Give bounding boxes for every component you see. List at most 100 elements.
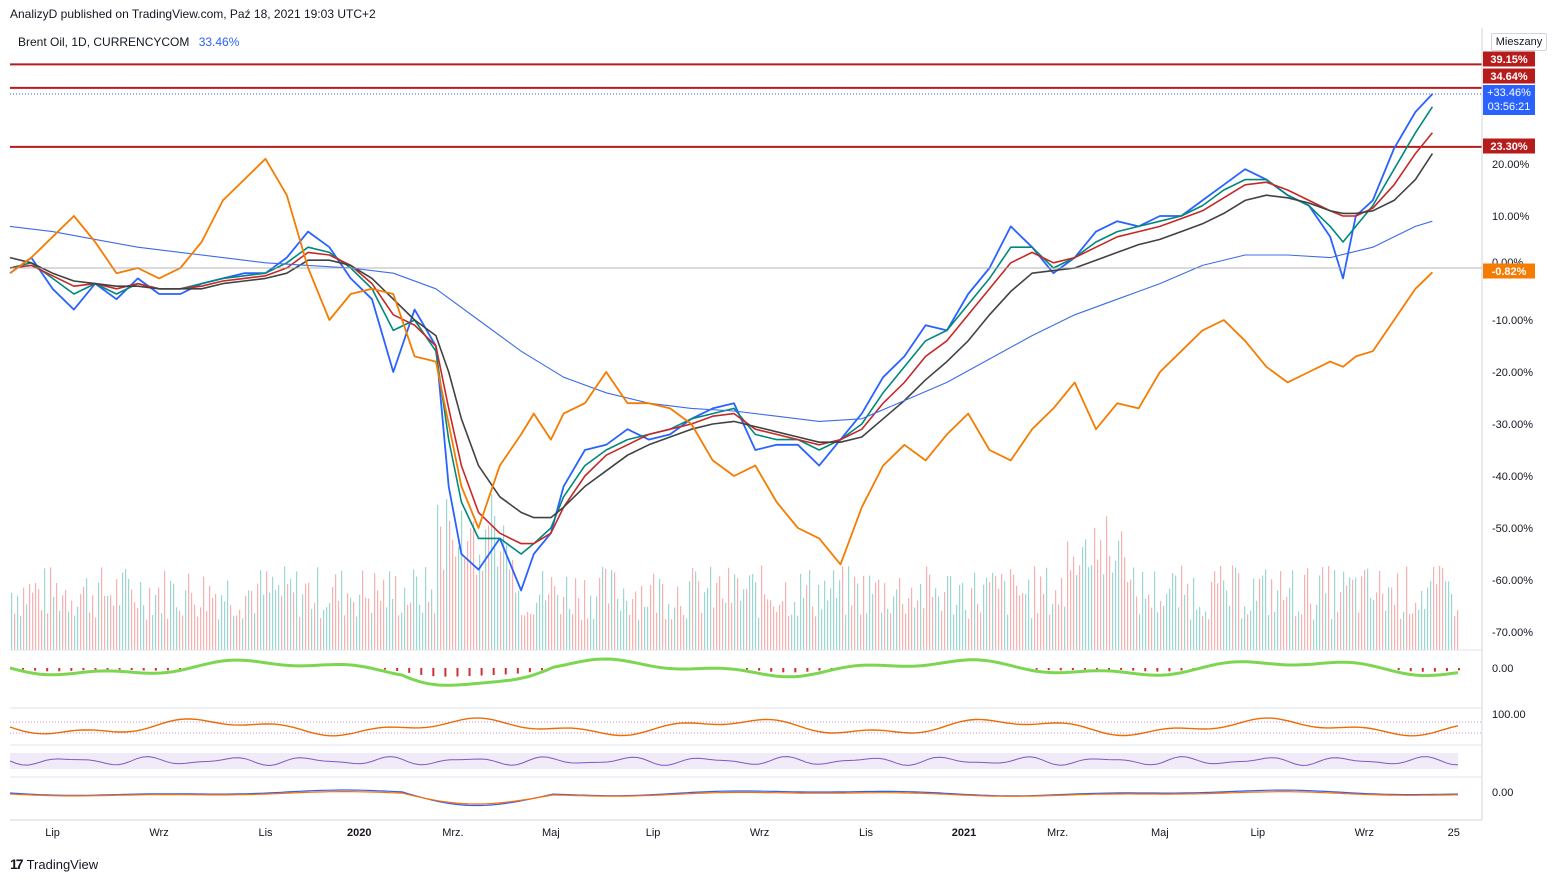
volume-bar — [1169, 588, 1171, 650]
volume-bar — [560, 614, 562, 650]
volume-bar — [1289, 587, 1291, 650]
volume-bar — [50, 567, 52, 650]
volume-bar — [809, 569, 811, 650]
volume-bar — [1007, 614, 1009, 650]
osc-histogram-bar — [1168, 668, 1171, 672]
volume-bar — [62, 595, 64, 650]
osc-histogram-bar — [818, 668, 821, 671]
volume-bar — [44, 568, 46, 650]
volume-bar — [491, 493, 493, 650]
volume-bar — [1166, 593, 1168, 650]
level-tag-bg — [1483, 68, 1535, 84]
volume-bar — [368, 598, 370, 650]
volume-bar — [971, 588, 973, 650]
volume-bar — [68, 611, 70, 650]
volume-bar — [281, 595, 283, 650]
volume-bar — [572, 614, 574, 650]
volume-bar — [401, 612, 403, 650]
volume-bar — [1043, 594, 1045, 650]
volume-bar — [554, 586, 556, 650]
osc-histogram-bar — [384, 668, 387, 670]
osc-histogram-bar — [1421, 668, 1424, 672]
compare-tag: -0.82% — [1492, 266, 1527, 278]
volume-bar — [1280, 571, 1282, 650]
x-tick-label: Lis — [859, 827, 874, 839]
scale-mode-button[interactable]: Mieszany — [1491, 33, 1547, 51]
volume-bar — [1148, 594, 1150, 650]
volume-bar — [254, 613, 256, 650]
osc-histogram-bar — [46, 668, 49, 672]
volume-bar — [119, 605, 121, 650]
osc-histogram-bar — [782, 668, 785, 673]
volume-bar — [1262, 575, 1264, 650]
osc-histogram-bar — [154, 668, 157, 671]
volume-bar — [779, 604, 781, 650]
volume-bar — [380, 601, 382, 650]
volume-bar — [296, 571, 298, 650]
volume-bar — [1358, 612, 1360, 650]
volume-bar — [1256, 600, 1258, 650]
volume-bar — [764, 594, 766, 650]
volume-bar — [767, 599, 769, 650]
volume-bar — [1331, 618, 1333, 650]
volume-bar — [1097, 559, 1099, 650]
volume-bar — [1325, 593, 1327, 650]
volume-bar — [1133, 567, 1135, 650]
tradingview-logo[interactable]: 17 TradingView — [10, 856, 98, 872]
x-tick-label: 2020 — [347, 827, 371, 839]
volume-bar — [56, 583, 58, 650]
volume-bar — [185, 590, 187, 650]
volume-bar — [1004, 581, 1006, 650]
volume-bar — [1319, 575, 1321, 650]
volume-bar — [683, 614, 685, 650]
volume-bar — [1277, 590, 1279, 650]
volume-bar — [1202, 616, 1204, 650]
volume-bar — [53, 596, 55, 650]
level-tag-bg — [1483, 51, 1535, 67]
volume-bar — [803, 597, 805, 650]
volume-bar — [188, 573, 190, 650]
volume-bar — [482, 570, 484, 650]
volume-bar — [1079, 565, 1081, 650]
volume-bar — [302, 594, 304, 650]
volume-bar — [776, 611, 778, 650]
volume-bar — [476, 574, 478, 650]
volume-bar — [581, 619, 583, 650]
x-tick-label: Maj — [542, 827, 560, 839]
volume-bar — [272, 576, 274, 650]
series-line — [9, 153, 1434, 519]
volume-bar — [548, 594, 550, 650]
series-line — [9, 93, 1434, 592]
volume-bar — [1049, 614, 1051, 650]
volume-bar — [77, 606, 79, 650]
volume-bar — [197, 616, 199, 650]
volume-bar — [374, 573, 376, 650]
volume-bar — [1346, 585, 1348, 650]
volume-bar — [1352, 579, 1354, 650]
volume-bar — [20, 615, 22, 650]
osc-histogram-bar — [106, 668, 109, 670]
volume-bar — [1241, 618, 1243, 650]
volume-bar — [458, 546, 460, 650]
volume-bar — [686, 618, 688, 650]
volume-bar — [1250, 610, 1252, 650]
volume-bar — [1016, 585, 1018, 650]
volume-bar — [1286, 596, 1288, 650]
volume-bar — [1388, 587, 1390, 650]
volume-bar — [1226, 590, 1228, 650]
osc-histogram-bar — [130, 668, 133, 671]
volume-bar — [524, 615, 526, 650]
volume-bar — [371, 613, 373, 650]
volume-bar — [1451, 593, 1453, 650]
volume-bar — [179, 610, 181, 650]
volume-bar — [89, 612, 91, 650]
volume-bar — [797, 615, 799, 650]
volume-bar — [728, 567, 730, 650]
volume-bar — [1379, 570, 1381, 650]
volume-bar — [113, 605, 115, 650]
volume-bar — [1121, 531, 1123, 650]
volume-bar — [1214, 571, 1216, 650]
volume-bar — [503, 525, 505, 650]
volume-bar — [485, 529, 487, 650]
